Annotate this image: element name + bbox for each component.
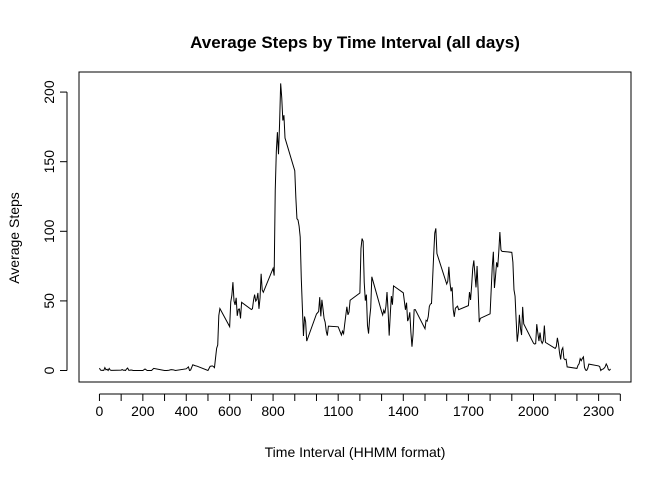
x-tick-label: 800 — [261, 403, 285, 419]
chart-title: Average Steps by Time Interval (all days… — [190, 33, 520, 52]
x-tick-label: 200 — [131, 403, 155, 419]
x-tick-label: 1400 — [388, 403, 419, 419]
y-axis-label: Average Steps — [6, 192, 22, 284]
y-tick-label: 50 — [41, 293, 57, 309]
x-tick-label: 2000 — [518, 403, 549, 419]
x-tick-label: 1700 — [453, 403, 484, 419]
y-tick-label: 150 — [41, 150, 57, 174]
x-tick-label: 1100 — [323, 403, 353, 419]
y-tick-label: 100 — [41, 219, 57, 243]
x-tick-label: 400 — [175, 403, 199, 419]
y-tick-label: 0 — [41, 366, 57, 374]
data-line — [99, 83, 611, 372]
x-tick-label: 0 — [96, 403, 104, 419]
x-tick-label: 2300 — [583, 403, 614, 419]
plot-box — [78, 71, 632, 383]
x-tick-label: 600 — [218, 403, 242, 419]
x-axis-label: Time Interval (HHMM format) — [265, 444, 446, 460]
y-tick-label: 200 — [41, 80, 57, 104]
